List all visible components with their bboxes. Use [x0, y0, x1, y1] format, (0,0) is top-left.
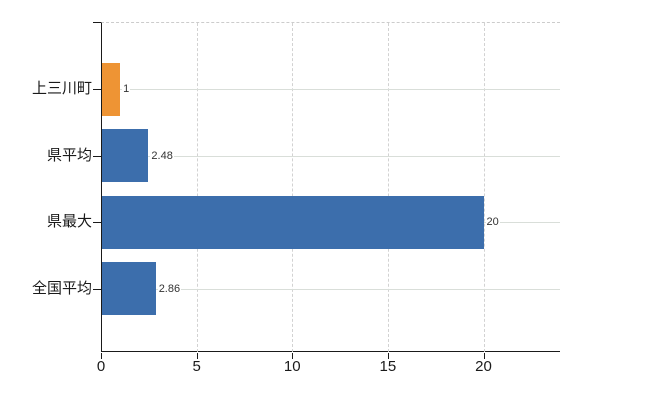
x-axis-tick	[387, 353, 389, 359]
y-axis-category-tick	[93, 89, 101, 90]
bar-value-label: 1	[122, 83, 131, 96]
vertical-gridline	[292, 23, 294, 352]
y-axis-top-tick	[93, 22, 101, 23]
category-label: 上三川町	[31, 80, 92, 97]
x-axis-tick-label: 20	[475, 358, 492, 375]
bar-value-label: 20	[485, 216, 500, 229]
x-axis-tick-label: 5	[192, 358, 201, 375]
category-gridline	[102, 155, 560, 157]
x-axis-tick-label: 0	[96, 358, 106, 375]
vertical-gridline	[483, 23, 485, 352]
bar-value-label: 2.48	[150, 149, 174, 163]
x-axis-tick	[292, 353, 294, 359]
x-axis-tick-label: 10	[283, 358, 301, 375]
plot-area	[101, 22, 560, 352]
vertical-gridline	[387, 23, 389, 352]
category-label: 県平均	[46, 146, 92, 164]
x-axis-tick-label: 15	[379, 358, 397, 375]
vertical-gridline	[196, 23, 198, 352]
chart-bar	[102, 62, 121, 116]
y-axis-category-tick	[93, 288, 101, 290]
chart-bar	[102, 262, 156, 315]
category-gridline	[102, 89, 560, 90]
y-axis-category-tick	[93, 155, 101, 157]
y-axis-category-tick	[93, 222, 101, 223]
x-axis-tick	[196, 353, 198, 359]
category-gridline	[102, 288, 560, 290]
bar-value-label: 2.86	[157, 282, 182, 296]
category-label: 全国平均	[31, 279, 92, 297]
category-label: 県最大	[46, 213, 92, 230]
x-axis-tick	[101, 353, 102, 359]
chart-bar	[102, 129, 149, 182]
chart-bar	[102, 195, 484, 249]
x-axis-tick	[483, 353, 485, 359]
